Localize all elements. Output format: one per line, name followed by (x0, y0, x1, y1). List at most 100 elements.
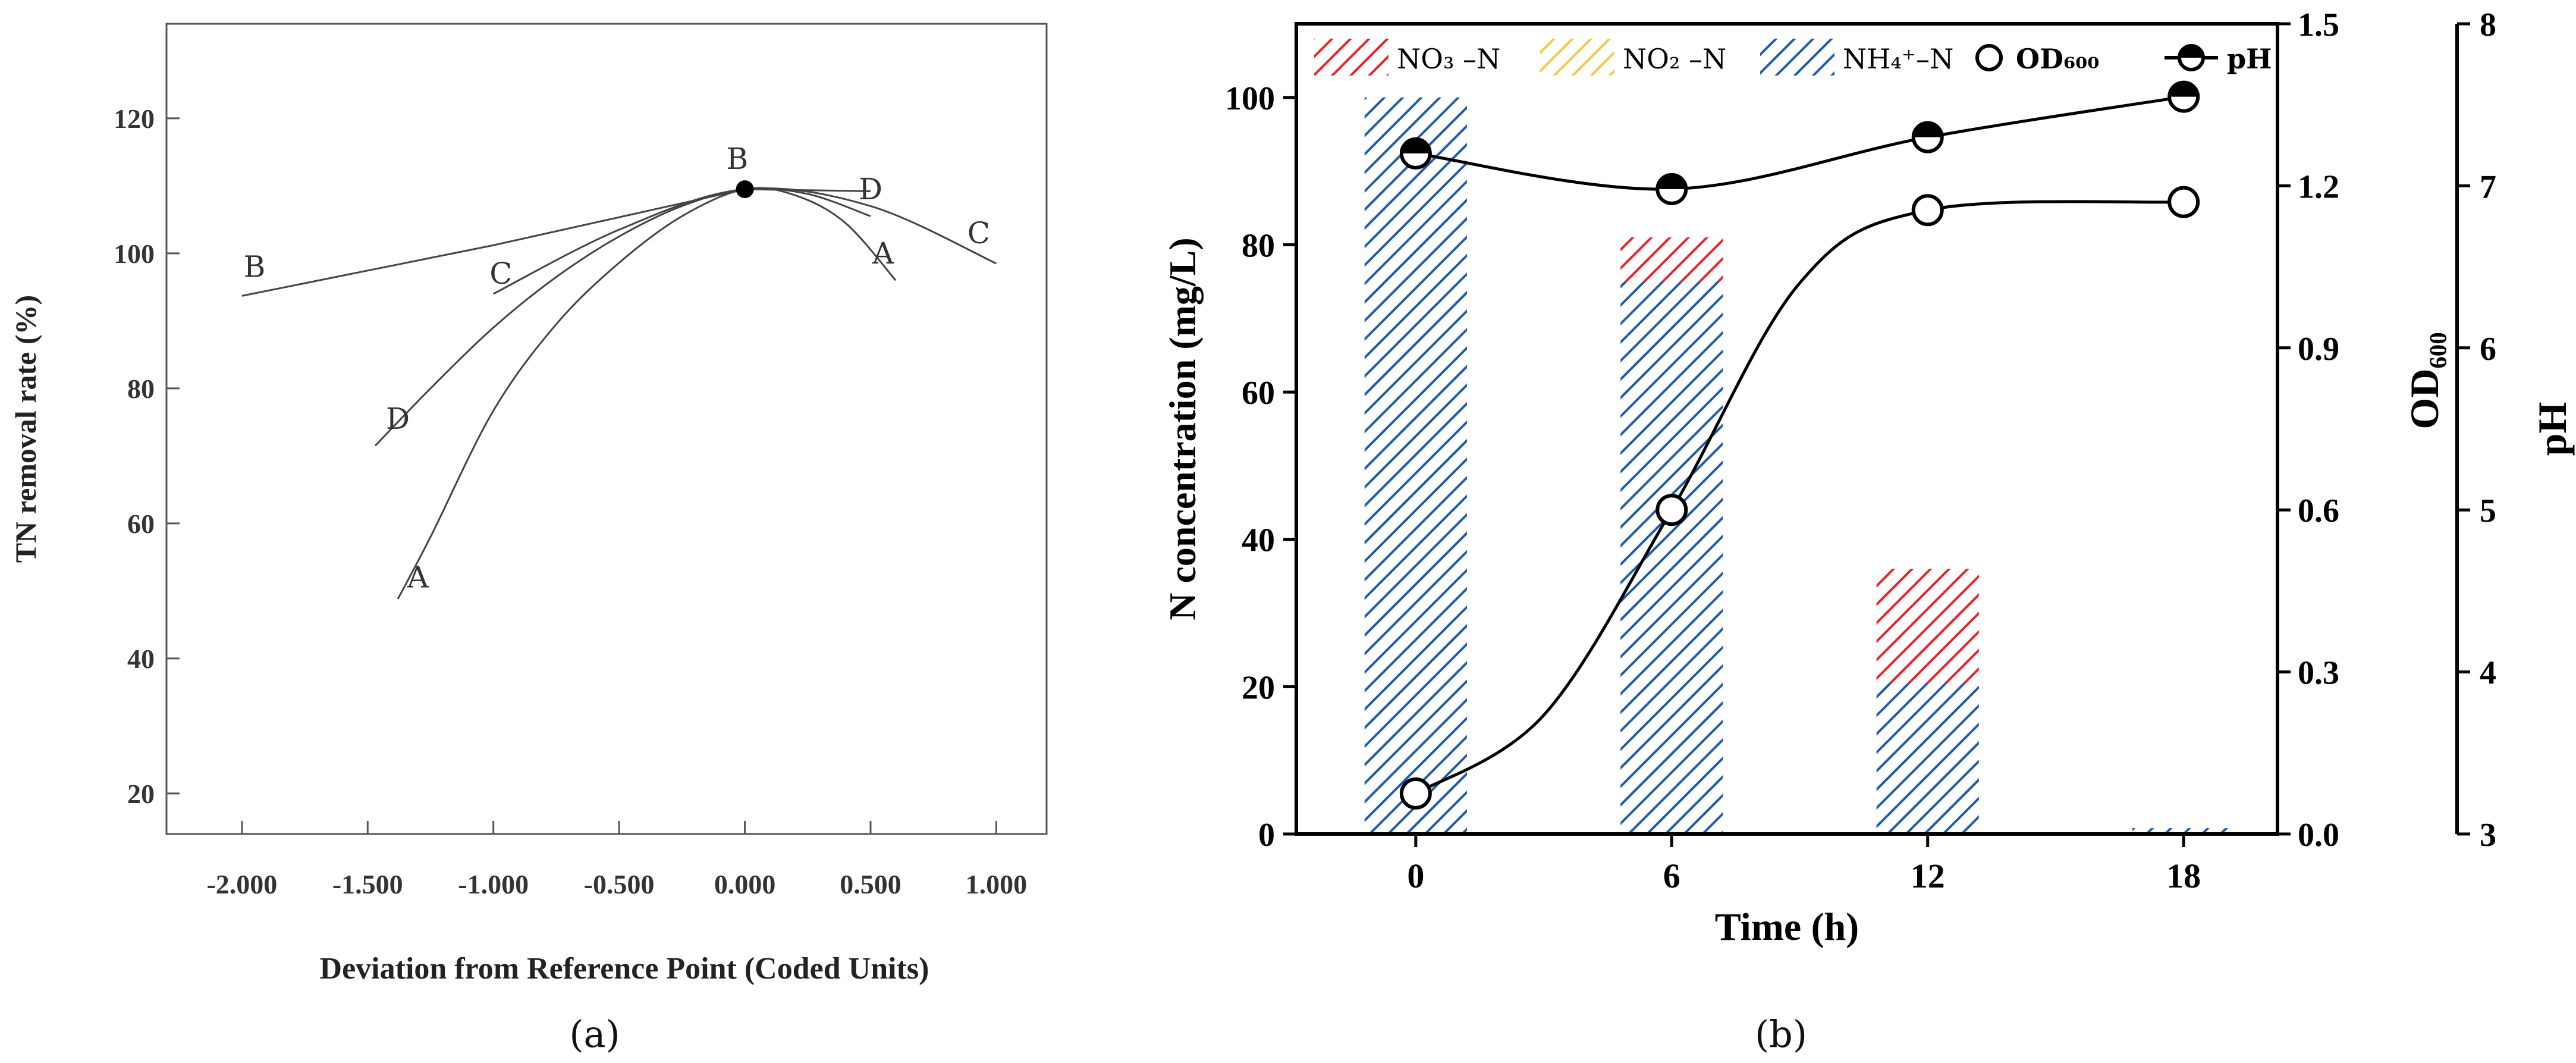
legend-swatch (1540, 39, 1614, 76)
panel-a-plot-frame (165, 23, 1048, 835)
panel-a: 20 40 60 80 100 120 -2.000 -1.500 -1.000 -0.500 0… (9, 23, 1048, 1056)
panel-a-x-tick-label: -2.000 (206, 869, 277, 899)
panel-a-x-tick-label: -1.000 (458, 869, 529, 899)
panel-a-curve-label: A (407, 560, 429, 595)
bar-nh4-t12 (1876, 683, 1979, 834)
panel-b-ph-tick-label: 8 (2480, 7, 2496, 43)
panel-b-y-tick-label: 20 (1242, 669, 1275, 706)
panel-b-y-tick-label: 0 (1258, 817, 1275, 854)
panel-a-curve-a (397, 187, 897, 600)
panel-a-x-tick-label: 1.000 (966, 869, 1028, 899)
panel-b-ph-axis-title: pH (2530, 402, 2575, 456)
panel-b-od-y-ticks: 0.0 0.3 0.6 0.9 1.2 1.5 (2277, 7, 2339, 854)
panel-b-y-tick-label: 80 (1242, 227, 1275, 264)
panel-b-ph-y-ticks: 3 4 5 6 7 8 (2457, 7, 2496, 854)
panel-b-left-y-ticks: 0 20 40 60 80 100 (1225, 80, 1296, 854)
legend-marker (1975, 44, 2003, 71)
legend-entry: NO₃ –N (1314, 39, 1500, 76)
bar-nh4-t0 (1364, 97, 1467, 835)
ph-point (1655, 173, 1688, 205)
legend-label: NO₂ –N (1623, 43, 1726, 75)
legend-label: OD₆₀₀ (2016, 43, 2099, 75)
legend-label: pH (2227, 43, 2272, 75)
legend-swatch (1314, 39, 1388, 76)
panel-a-curve-b (241, 188, 871, 297)
panel-b-x-tick-label: 18 (2166, 857, 2201, 895)
panel-a-curve-d (374, 187, 871, 447)
ph-point (1911, 121, 1944, 153)
legend-entry: NH₄⁺–N (1760, 39, 1953, 76)
panel-b-bars (1364, 97, 2235, 835)
panel-b-legend: NO₃ –N NO₂ –N NH₄⁺–N OD₆₀₀ pH (1314, 39, 2272, 76)
panel-b-y-tick-label: 60 (1242, 375, 1275, 412)
panel-b-od-tick-label: 0.3 (2298, 655, 2339, 692)
panel-a-curve-label: D (386, 402, 410, 436)
panel-b-y-tick-label: 100 (1225, 80, 1275, 117)
panel-b-x-tick-label: 0 (1407, 857, 1424, 895)
panel-a-x-tick-label: 0.500 (840, 869, 901, 899)
od600-point (2167, 186, 2200, 218)
panel-b-lines (1399, 80, 2200, 810)
legend-label: NH₄⁺–N (1843, 43, 1953, 75)
panel-b-ph-tick-label: 5 (2480, 493, 2496, 529)
od600-point (1399, 777, 1432, 810)
panel-b-x-ticks: 0 6 12 18 (1407, 834, 2201, 895)
od600-line (1415, 200, 2184, 795)
panel-a-x-ticks: -2.000 -1.500 -1.000 -0.500 0.000 0.500 1.000 (206, 821, 1027, 899)
panel-a-y-axis-title: TN removal rate (%) (9, 295, 42, 563)
legend-entry: OD₆₀₀ (1975, 43, 2099, 75)
ph-point (1399, 137, 1432, 170)
legend-marker (2178, 44, 2205, 71)
panel-b-od-tick-label: 1.5 (2298, 7, 2339, 43)
panel-a-curve-label: A (872, 236, 894, 271)
panel-b-od-axis-title: OD₆₀₀ (2402, 332, 2447, 429)
panel-a-curve-c (493, 187, 997, 295)
bar-nh4-t18 (2132, 828, 2235, 834)
panel-a-y-tick-label: 40 (127, 644, 155, 674)
panel-a-label: (a) (569, 1012, 620, 1056)
panel-b-x-tick-label: 12 (1911, 857, 1945, 895)
panel-b-od-tick-label: 1.2 (2298, 168, 2339, 205)
panel-a-y-tick-label: 20 (127, 779, 155, 809)
legend-entry: NO₂ –N (1540, 39, 1726, 76)
panel-b-od-tick-label: 0.9 (2298, 331, 2339, 368)
bar-no3-t6 (1620, 237, 1723, 282)
panel-a-y-tick-label: 120 (114, 104, 155, 134)
panel-a-x-tick-label: -1.500 (332, 869, 403, 899)
panel-b-x-tick-label: 6 (1663, 857, 1680, 895)
panel-a-curve-label: C (489, 256, 512, 291)
panel-b-y-axis-title: N concentration (mg/L) (1161, 237, 1204, 620)
panel-a-y-tick-label: 80 (127, 374, 155, 404)
panel-a-x-tick-label: 0.000 (714, 869, 776, 899)
panel-a-y-tick-label: 60 (127, 509, 155, 539)
panel-a-curve-label: C (967, 216, 990, 250)
panel-a-curve-label: B (727, 142, 749, 176)
legend-entry: pH (2165, 43, 2272, 75)
legend-label: NO₃ –N (1397, 43, 1500, 75)
legend-swatch (1760, 39, 1834, 76)
bar-nh4-t6 (1620, 281, 1723, 834)
panel-a-x-axis-title: Deviation from Reference Point (Coded Un… (320, 952, 929, 986)
panel-a-reference-point (736, 180, 754, 199)
ph-line (1415, 95, 2184, 191)
panel-b-ph-tick-label: 6 (2480, 331, 2496, 368)
panel-b-od-tick-label: 0.0 (2298, 817, 2339, 854)
od600-point (1655, 494, 1688, 526)
panel-b-od-tick-label: 0.6 (2298, 493, 2339, 529)
panel-a-y-tick-label: 100 (114, 239, 155, 269)
panel-b-ph-tick-label: 3 (2480, 817, 2496, 854)
panel-b-y-tick-label: 40 (1242, 522, 1275, 559)
panel-a-curve-label: B (244, 250, 266, 284)
panel-b-plot-frame (1295, 22, 2279, 836)
panel-a-x-tick-label: -0.500 (584, 869, 655, 899)
panel-a-curve-label: D (859, 172, 882, 206)
panel-b-x-axis-title: Time (h) (1715, 905, 1859, 949)
panel-b-label: (b) (1755, 1012, 1807, 1056)
bar-no3-t12 (1876, 569, 1979, 683)
panel-a-y-ticks: 20 40 60 80 100 120 (114, 104, 180, 809)
ph-point (2167, 80, 2200, 113)
panel-b-ph-tick-label: 7 (2480, 168, 2496, 205)
